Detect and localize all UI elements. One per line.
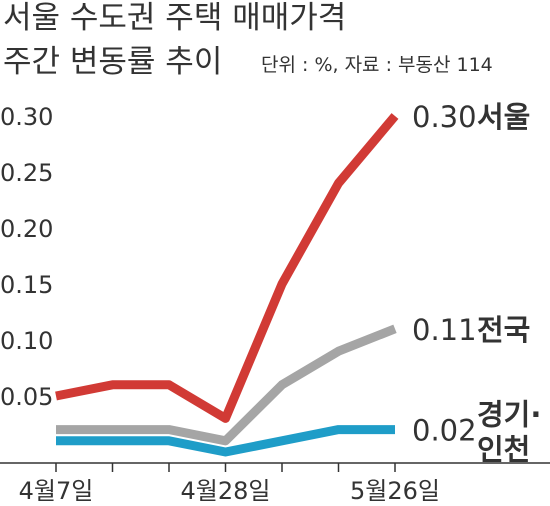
chart-title-line2: 주간 변동률 추이	[3, 44, 222, 80]
series-line-0	[55, 113, 399, 423]
y-axis-ticks: 0.30 0.25 0.20 0.15 0.10 0.05	[0, 103, 53, 411]
series-line-2	[56, 425, 395, 457]
x-tick-label: 5월26일	[350, 477, 440, 505]
series-name-label: 전국	[477, 313, 530, 347]
y-tick-label: 0.25	[0, 159, 53, 187]
series-end-value: 0.30	[412, 100, 477, 134]
series-name-label: 인천	[477, 433, 530, 467]
y-tick-label: 0.10	[0, 327, 53, 355]
x-tick-label: 4월7일	[19, 477, 94, 505]
y-tick-label: 0.30	[0, 103, 53, 131]
series-end-value: 0.02	[412, 414, 477, 448]
y-tick-label: 0.05	[0, 383, 53, 411]
end-labels: 0.30 서울 0.11 전국 0.02 경기·인천	[412, 100, 541, 467]
series-lines	[55, 113, 399, 457]
y-tick-label: 0.15	[0, 271, 53, 299]
x-axis-labels: 4월7일 4월28일 5월26일	[19, 477, 440, 505]
chart-title-line1: 서울 수도권 주택 매매가격	[3, 0, 346, 36]
series-line-1	[56, 324, 397, 446]
series-name-label: 서울	[477, 100, 530, 134]
x-axis	[0, 462, 550, 472]
series-end-value: 0.11	[412, 313, 477, 347]
unit-note: 단위 : %, 자료 : 부동산 114	[261, 54, 493, 76]
y-tick-label: 0.20	[0, 215, 53, 243]
series-name-label: 경기·	[477, 398, 541, 432]
x-tick-label: 4월28일	[181, 477, 271, 505]
